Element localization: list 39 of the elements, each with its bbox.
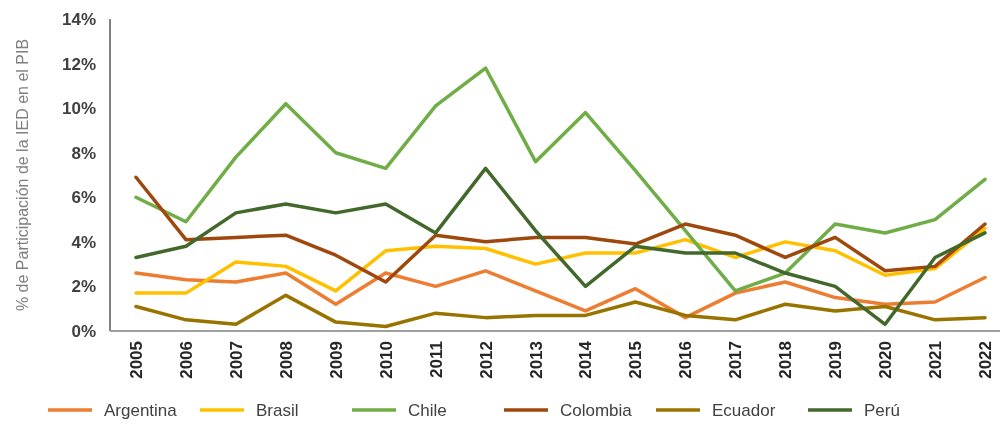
legend-label: Colombia	[560, 400, 633, 420]
x-tick-label: 2017	[726, 341, 746, 379]
x-tick-label: 2012	[476, 341, 496, 379]
y-tick-label: 10%	[61, 99, 96, 119]
x-tick-label: 2021	[926, 341, 946, 379]
x-tick-label: 2008	[276, 341, 296, 379]
legend-label: Perú	[864, 400, 900, 420]
x-tick-label: 2007	[226, 341, 246, 379]
line-series	[134, 293, 987, 329]
legend-label: Argentina	[104, 400, 178, 420]
x-tick-label: 2015	[626, 341, 646, 379]
y-axis-title: % de Participación de la IED en el PIB	[14, 38, 31, 312]
y-tick-label: 12%	[61, 54, 96, 74]
x-tick-label: 2011	[426, 341, 446, 378]
x-tick-label: 2018	[776, 341, 796, 379]
line-series	[134, 166, 987, 327]
x-tick-label: 2016	[676, 341, 696, 379]
x-tick-label: 2005	[127, 341, 146, 379]
x-tick-label: 2020	[876, 341, 896, 379]
line-series	[134, 226, 987, 295]
y-tick-label: 8%	[71, 143, 96, 163]
x-tick-label: 2013	[526, 341, 546, 379]
y-tick-label: 0%	[71, 321, 96, 341]
y-tick-label: 4%	[71, 232, 96, 252]
legend-label: Ecuador	[712, 400, 776, 420]
line-series	[134, 175, 987, 284]
line-series	[134, 66, 987, 293]
y-tick-label: 6%	[71, 188, 96, 208]
x-tick-label: 2022	[976, 341, 995, 379]
line-series	[134, 269, 987, 320]
x-tick-label: 2019	[826, 341, 846, 379]
x-tick-label: 2009	[326, 341, 346, 379]
y-tick-label: 2%	[71, 277, 96, 297]
x-tick-label: 2010	[376, 341, 396, 379]
legend-label: Chile	[408, 400, 447, 420]
legend-label: Brasil	[256, 400, 299, 420]
x-tick-label: 2006	[176, 341, 196, 379]
y-tick-label: 14%	[61, 9, 96, 29]
x-tick-label: 2014	[576, 340, 596, 379]
